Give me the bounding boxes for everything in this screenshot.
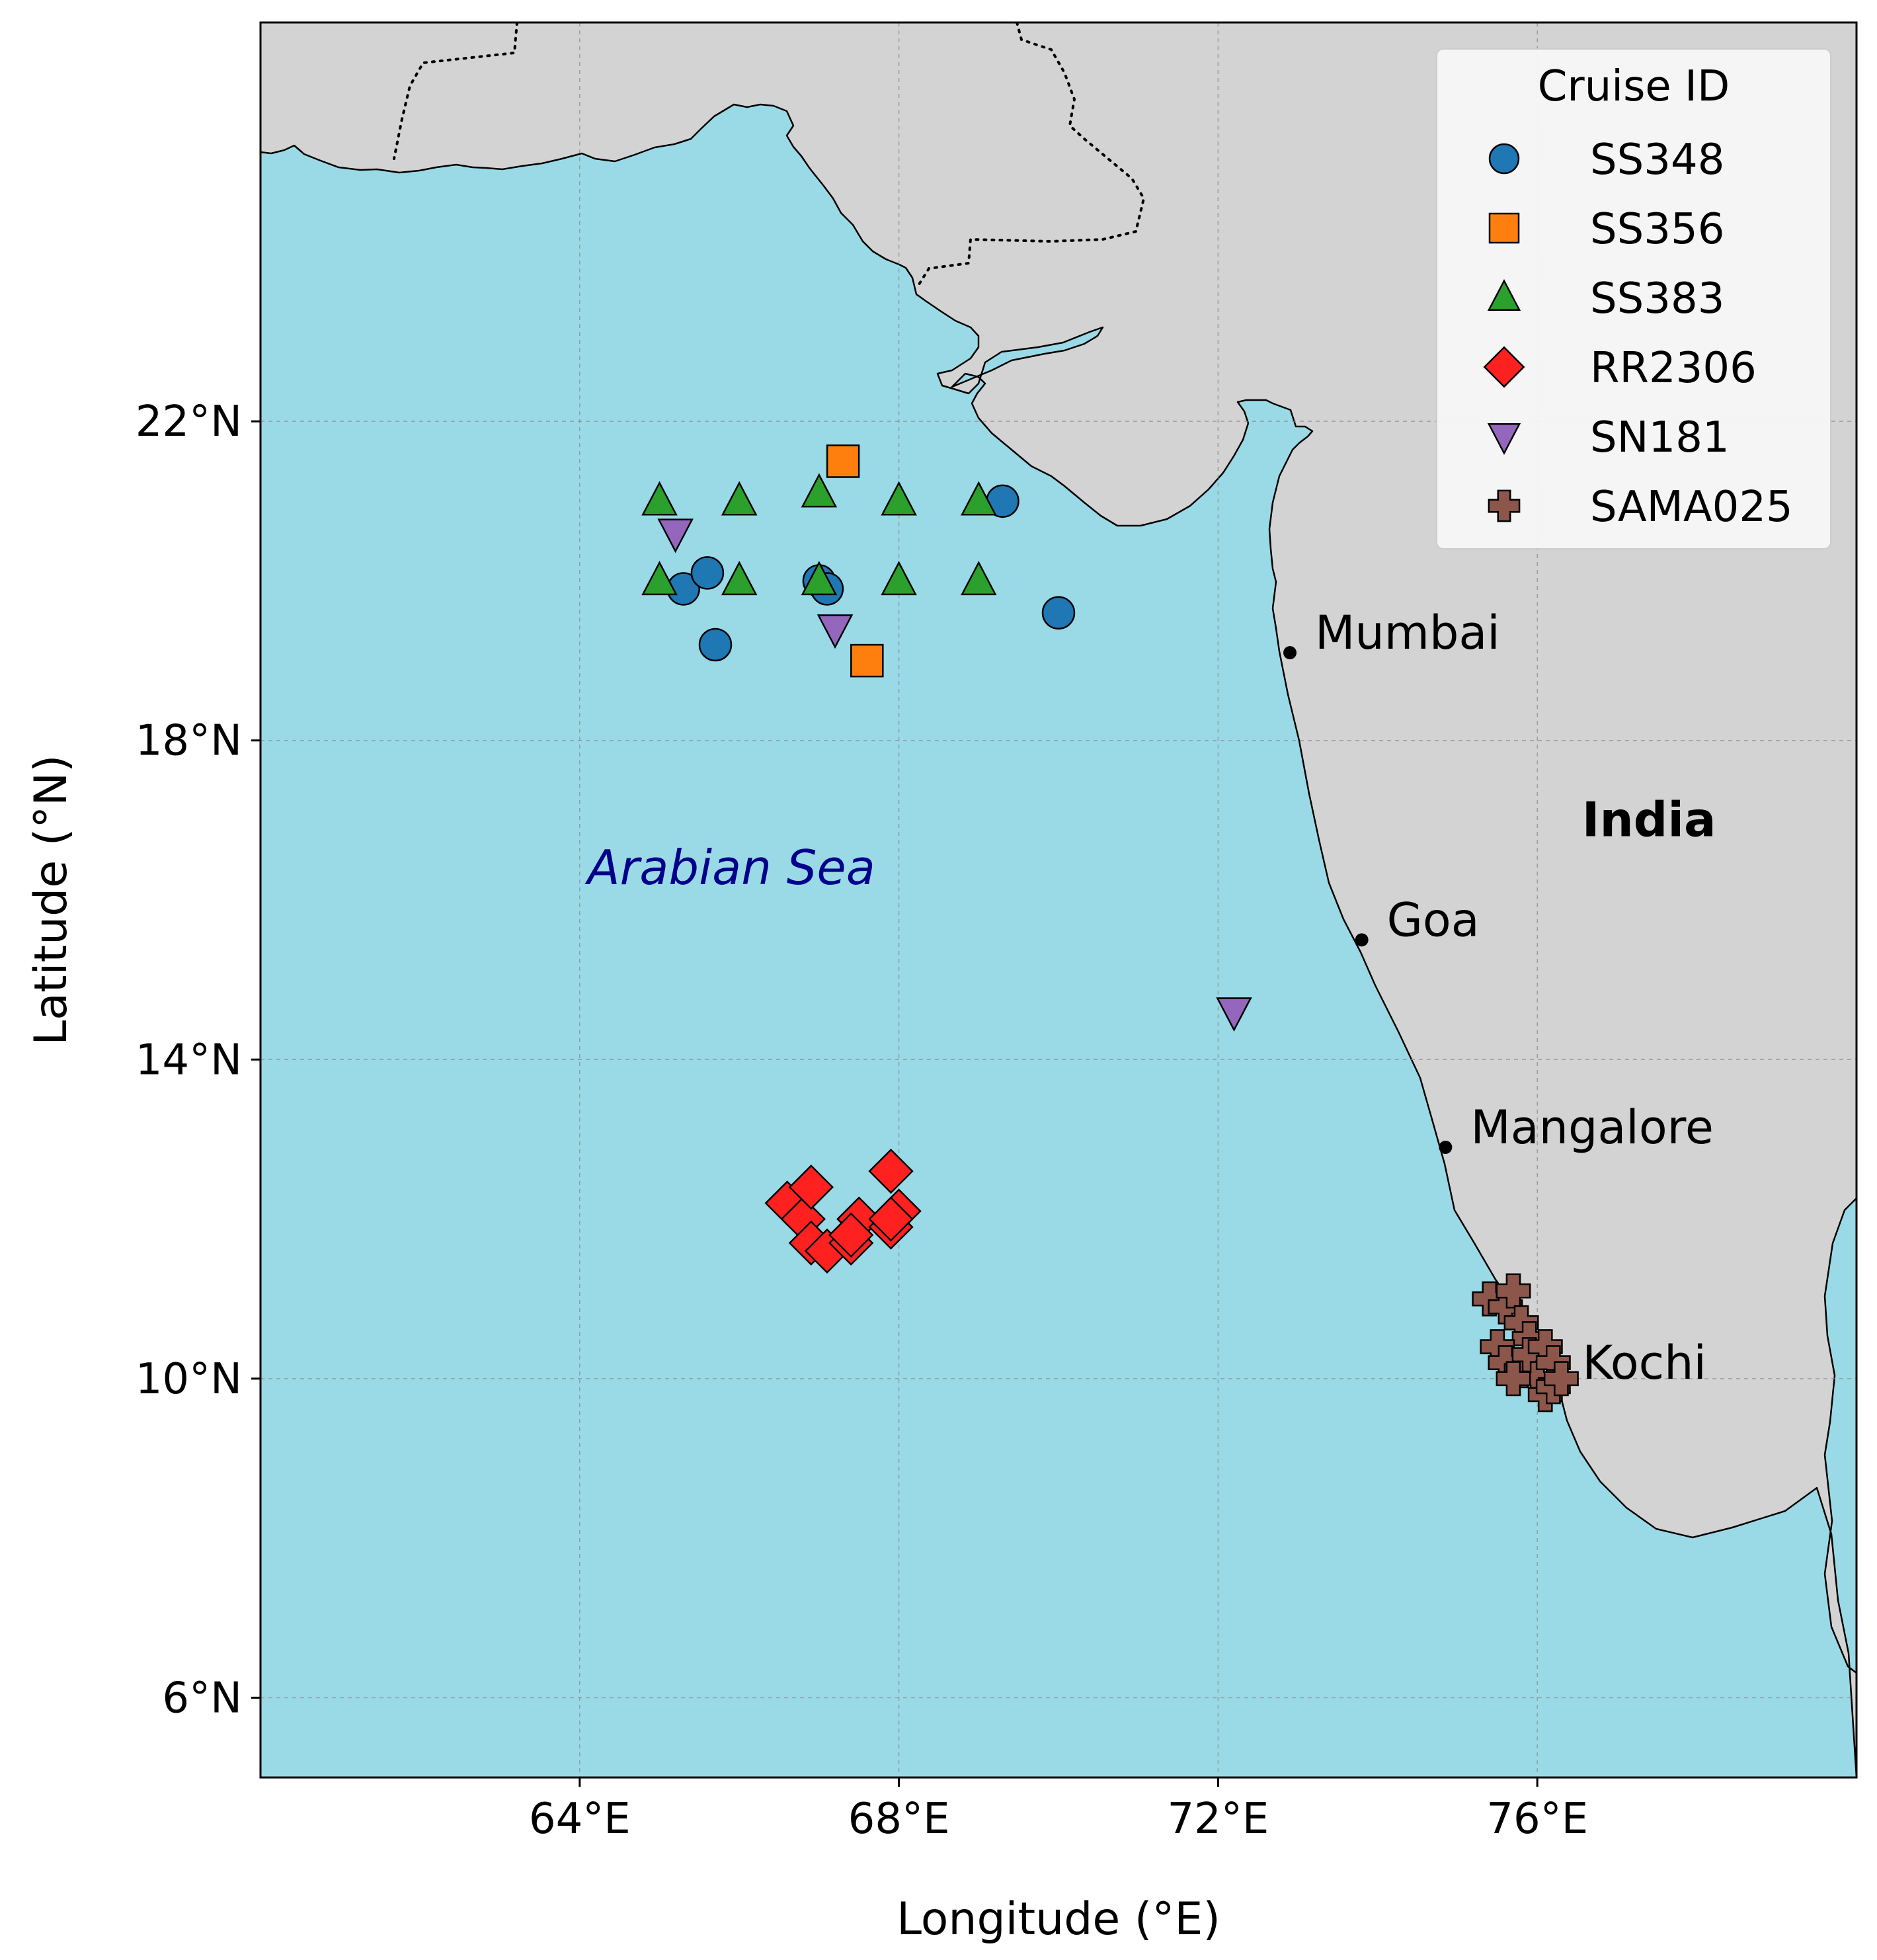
- marker-ss383: [641, 561, 678, 596]
- legend-marker-ss383: [1487, 279, 1521, 311]
- marker-rr2306: [788, 1164, 834, 1210]
- y-tick-label: 14°N: [136, 1036, 242, 1084]
- marker-ss356: [850, 643, 884, 678]
- axis-ticks: 64°E 68°E 72°E 76°E 6°N 10°N 14°N 18°N 22°N: [136, 397, 1588, 1844]
- city-dot: [1283, 646, 1297, 660]
- region-labels: India Arabian Sea: [584, 792, 1716, 895]
- legend-label-ss356: SS356: [1590, 205, 1724, 254]
- x-tick-label: 76°E: [1486, 1795, 1588, 1844]
- legend-marker-rr2306: [1483, 346, 1525, 388]
- y-tick-label: 6°N: [162, 1674, 242, 1723]
- x-tick-label: 72°E: [1167, 1795, 1269, 1844]
- y-axis-label: Latitude (°N): [25, 755, 77, 1045]
- marker-ss383: [881, 481, 917, 516]
- series-ss383: [641, 473, 997, 596]
- city-label-mangalore: Mangalore: [1470, 1100, 1714, 1155]
- marker-ss383: [801, 473, 838, 508]
- legend-marker-sn181: [1487, 423, 1521, 455]
- legend-marker-sama025: [1488, 489, 1521, 522]
- region-label: India: [1582, 792, 1716, 847]
- legend-label-ss348: SS348: [1590, 136, 1724, 184]
- marker-rr2306: [868, 1148, 914, 1194]
- legend-marker-ss356: [1488, 212, 1520, 244]
- grid: [260, 22, 1857, 1777]
- city-label-mumbai: Mumbai: [1315, 606, 1500, 660]
- y-tick-label: 10°N: [136, 1355, 242, 1404]
- series-sn181: [657, 518, 1252, 1032]
- plot-frame: [259, 21, 1858, 1779]
- marker-ss383: [801, 561, 838, 596]
- legend-label-sn181: SN181: [1590, 413, 1730, 462]
- legend-label-sama025: SAMA025: [1590, 483, 1793, 532]
- marker-sn181: [657, 518, 694, 553]
- marker-sama025: [1496, 1361, 1531, 1397]
- marker-ss383: [721, 561, 758, 596]
- marker-sama025: [1543, 1361, 1579, 1397]
- marker-ss356: [826, 444, 860, 478]
- country-border: [393, 22, 1146, 286]
- marker-rr2306: [828, 1212, 874, 1258]
- legend-title: Cruise ID: [1538, 62, 1730, 111]
- marker-rr2306: [868, 1196, 914, 1242]
- cities: Mumbai Goa Mangalore Kochi: [1283, 606, 1714, 1390]
- legend-label-ss383: SS383: [1590, 274, 1724, 323]
- marker-ss383: [961, 561, 997, 596]
- x-axis-label: Longitude (°E): [897, 1893, 1220, 1945]
- marker-ss348: [690, 556, 725, 590]
- city-label-goa: Goa: [1387, 893, 1480, 947]
- marker-ss383: [721, 481, 758, 516]
- marker-ss383: [881, 561, 917, 596]
- data-markers: [641, 444, 1579, 1412]
- marker-sn181: [817, 614, 854, 649]
- marker-ss348: [698, 628, 733, 662]
- y-tick-label: 18°N: [136, 717, 242, 766]
- series-ss356: [826, 444, 884, 678]
- legend-items: SS348 SS356 SS383 RR2306 SN181 SAMA025: [1483, 136, 1793, 532]
- marker-ss383: [961, 481, 997, 516]
- city-label-kochi: Kochi: [1582, 1336, 1706, 1390]
- x-tick-label: 68°E: [848, 1795, 950, 1844]
- legend: Cruise ID SS348 SS356 SS383 RR2306 SN181 SAMA…: [1436, 48, 1831, 550]
- series-rr2306: [764, 1148, 922, 1274]
- city-dot: [1439, 1140, 1453, 1154]
- marker-ss348: [1041, 596, 1076, 630]
- legend-box: [1436, 48, 1831, 550]
- y-tick-label: 22°N: [136, 397, 242, 446]
- region-label: Arabian Sea: [584, 840, 875, 895]
- marker-sn181: [1216, 997, 1252, 1032]
- series-sama025: [1472, 1273, 1579, 1412]
- legend-label-rr2306: RR2306: [1590, 344, 1757, 393]
- city-dot: [1355, 933, 1369, 947]
- marker-ss383: [641, 481, 678, 516]
- legend-marker-ss348: [1488, 143, 1520, 175]
- x-tick-label: 64°E: [529, 1795, 631, 1844]
